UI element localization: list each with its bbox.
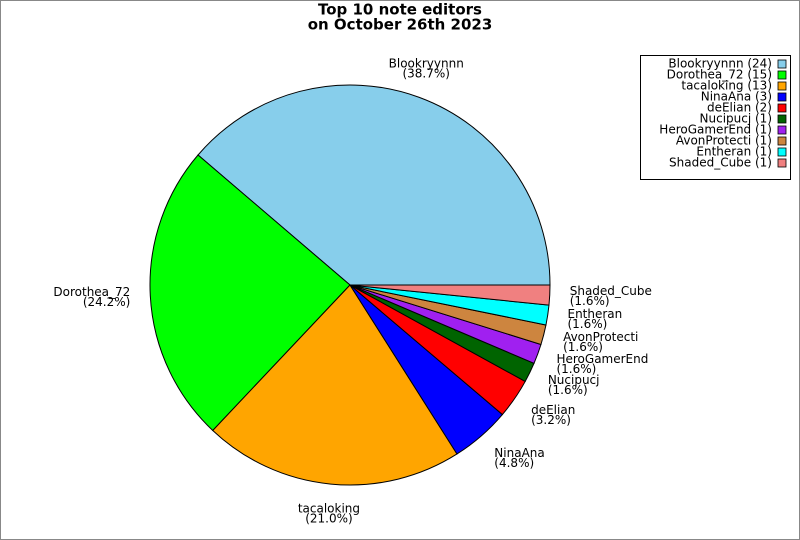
chart-title: Top 10 note editors xyxy=(318,1,482,19)
slice-value-label: (38.7%) xyxy=(402,67,449,81)
legend-swatch xyxy=(777,114,787,124)
slice-value-label: (24.2%) xyxy=(83,295,130,309)
slice-label: Dorothea_72 xyxy=(53,285,130,299)
slice-value-label: (3.2%) xyxy=(531,413,571,427)
legend-label: Nucipucj (1) xyxy=(700,112,772,126)
wedge xyxy=(212,284,458,486)
chart-subtitle: on October 26th 2023 xyxy=(308,16,493,34)
slice-label: Shaded_Cube xyxy=(570,284,652,298)
slice-value-label: (1.6%) xyxy=(548,383,588,397)
legend-swatch xyxy=(777,136,787,146)
legend-label: Blookryynnn (24) xyxy=(668,57,772,71)
legend-swatch xyxy=(777,103,787,113)
slice-label: Blookryynnn xyxy=(389,57,464,71)
slice-label: tacaloking xyxy=(298,501,360,515)
slice-label: Nucipucj xyxy=(548,373,600,387)
legend-label: Entheran (1) xyxy=(696,145,772,159)
legend-label: HeroGamerEnd (1) xyxy=(659,123,772,137)
slice-label: HeroGamerEnd xyxy=(556,352,648,366)
slice-value-label: (1.6%) xyxy=(556,362,596,376)
slice-label: AvonProtecti xyxy=(563,330,638,344)
legend-swatch xyxy=(777,70,787,80)
legend-swatch xyxy=(777,125,787,135)
legend-swatch xyxy=(777,81,787,91)
legend-swatch xyxy=(777,158,787,168)
legend-label: Dorothea_72 (15) xyxy=(667,68,772,82)
wedge xyxy=(197,84,551,286)
legend-label: Shaded_Cube (1) xyxy=(669,156,772,170)
slice-label: NinaAna xyxy=(494,446,544,460)
slice-value-label: (1.6%) xyxy=(563,340,603,354)
legend-swatch xyxy=(777,59,787,69)
slice-value-label: (21.0%) xyxy=(305,511,352,525)
legend-box xyxy=(640,55,791,180)
slice-value-label: (1.6%) xyxy=(570,294,610,308)
wedge xyxy=(149,154,351,432)
legend-label: NinaAna (3) xyxy=(701,90,772,104)
legend-swatch xyxy=(777,147,787,157)
legend-label: AvonProtecti (1) xyxy=(676,134,772,148)
slice-value-label: (1.6%) xyxy=(567,317,607,331)
legend-label: tacaloking (13) xyxy=(681,79,772,93)
legend-swatch xyxy=(777,92,787,102)
legend-label: deElian (2) xyxy=(707,101,772,115)
slice-label: Entheran xyxy=(567,307,622,321)
slice-label: deElian xyxy=(531,403,575,417)
wedge xyxy=(349,284,551,306)
slice-value-label: (4.8%) xyxy=(494,456,534,470)
